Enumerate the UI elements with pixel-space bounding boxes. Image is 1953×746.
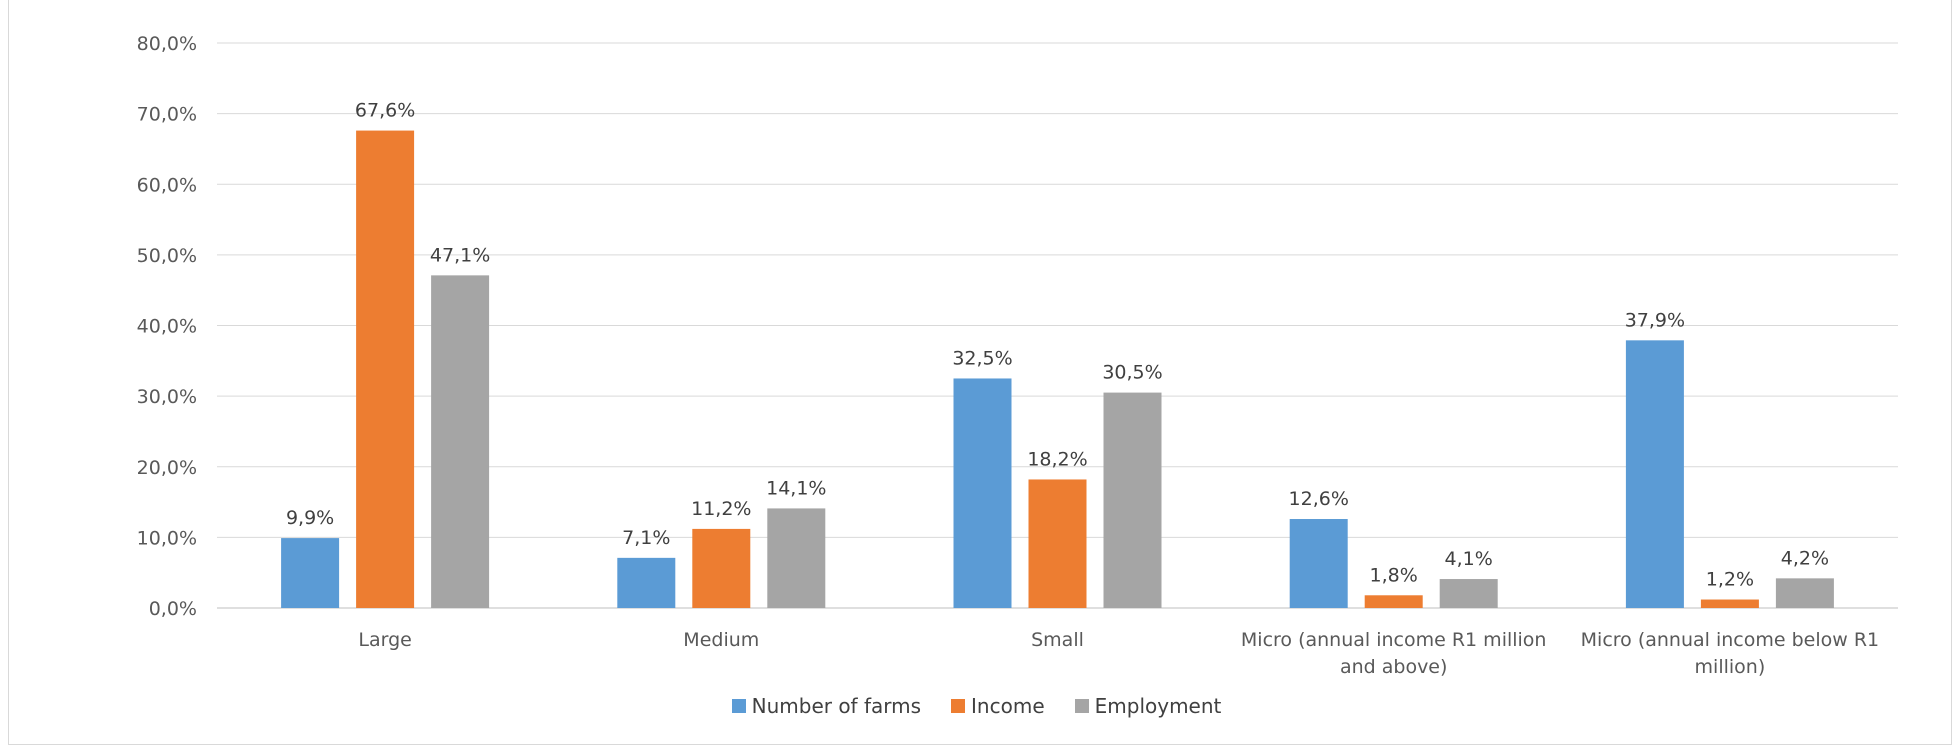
data-label: 18,2%: [1027, 448, 1087, 470]
data-label: 32,5%: [952, 347, 1012, 369]
data-label: 30,5%: [1102, 362, 1162, 384]
legend-item: Employment: [1074, 694, 1222, 718]
bar-income: [1364, 595, 1423, 608]
bar-employment: [431, 275, 490, 608]
y-axis-tick-labels: 0,0% 10,0% 20,0% 30,0% 40,0% 50,0% 60,0% 70,0% 8…: [137, 33, 197, 620]
legend-item: Number of farms: [731, 694, 922, 718]
legend-item: Income: [951, 694, 1045, 718]
x-category-label: Small: [1031, 629, 1084, 651]
data-label: 47,1%: [430, 244, 490, 266]
bar-number-of-farms: [953, 378, 1012, 608]
y-tick-label: 70,0%: [137, 104, 197, 126]
data-label: 14,1%: [766, 477, 826, 499]
data-label: 7,1%: [622, 527, 670, 549]
data-label: 67,6%: [355, 100, 415, 122]
y-tick-label: 40,0%: [137, 316, 197, 338]
bar-employment: [1439, 579, 1498, 608]
data-label: 1,8%: [1370, 564, 1418, 586]
bar-employment: [1775, 578, 1834, 608]
y-tick-label: 30,0%: [137, 386, 197, 408]
y-tick-label: 20,0%: [137, 457, 197, 479]
bar-income: [1028, 479, 1087, 608]
bar-income: [356, 130, 415, 608]
x-category-label: Large: [358, 629, 411, 651]
data-label: 12,6%: [1289, 488, 1349, 510]
legend-swatch: [731, 699, 746, 713]
y-tick-label: 60,0%: [137, 174, 197, 196]
legend-label: Employment: [1094, 694, 1222, 718]
bar-number-of-farms: [1625, 340, 1684, 608]
y-tick-label: 10,0%: [137, 527, 197, 549]
legend-label: Number of farms: [751, 694, 922, 718]
bar-income: [1700, 599, 1759, 608]
y-tick-label: 80,0%: [137, 33, 197, 55]
data-label: 4,2%: [1781, 547, 1829, 569]
bars: [281, 130, 1834, 608]
x-category-label: Micro (annual income below R1 million): [1581, 629, 1879, 678]
data-label: 4,1%: [1445, 548, 1493, 570]
x-category-label: Medium: [683, 629, 759, 651]
legend-label: Income: [971, 694, 1045, 718]
x-category-label: Micro (annual income R1 million and above…: [1241, 629, 1547, 678]
bar-employment: [767, 508, 826, 608]
bar-income: [692, 528, 751, 608]
legend: Number of farms Income Employment: [0, 694, 1953, 718]
legend-swatch: [951, 699, 966, 713]
bar-number-of-farms: [617, 557, 676, 608]
bar-number-of-farms: [281, 538, 340, 608]
bar-number-of-farms: [1289, 519, 1348, 608]
data-labels: 9,9% 67,6% 47,1% 7,1% 11,2% 14,1% 32,5% 18,2% 30…: [286, 100, 1829, 591]
data-label: 11,2%: [691, 498, 751, 520]
data-label: 37,9%: [1625, 309, 1685, 331]
data-label: 9,9%: [286, 507, 334, 529]
y-tick-label: 50,0%: [137, 245, 197, 267]
x-axis-category-labels: Large Medium Small Micro (annual income R1 …: [358, 629, 1879, 678]
legend-swatch: [1074, 699, 1089, 713]
bar-employment: [1103, 392, 1162, 608]
data-label: 1,2%: [1706, 569, 1754, 591]
y-tick-label: 0,0%: [149, 598, 197, 620]
